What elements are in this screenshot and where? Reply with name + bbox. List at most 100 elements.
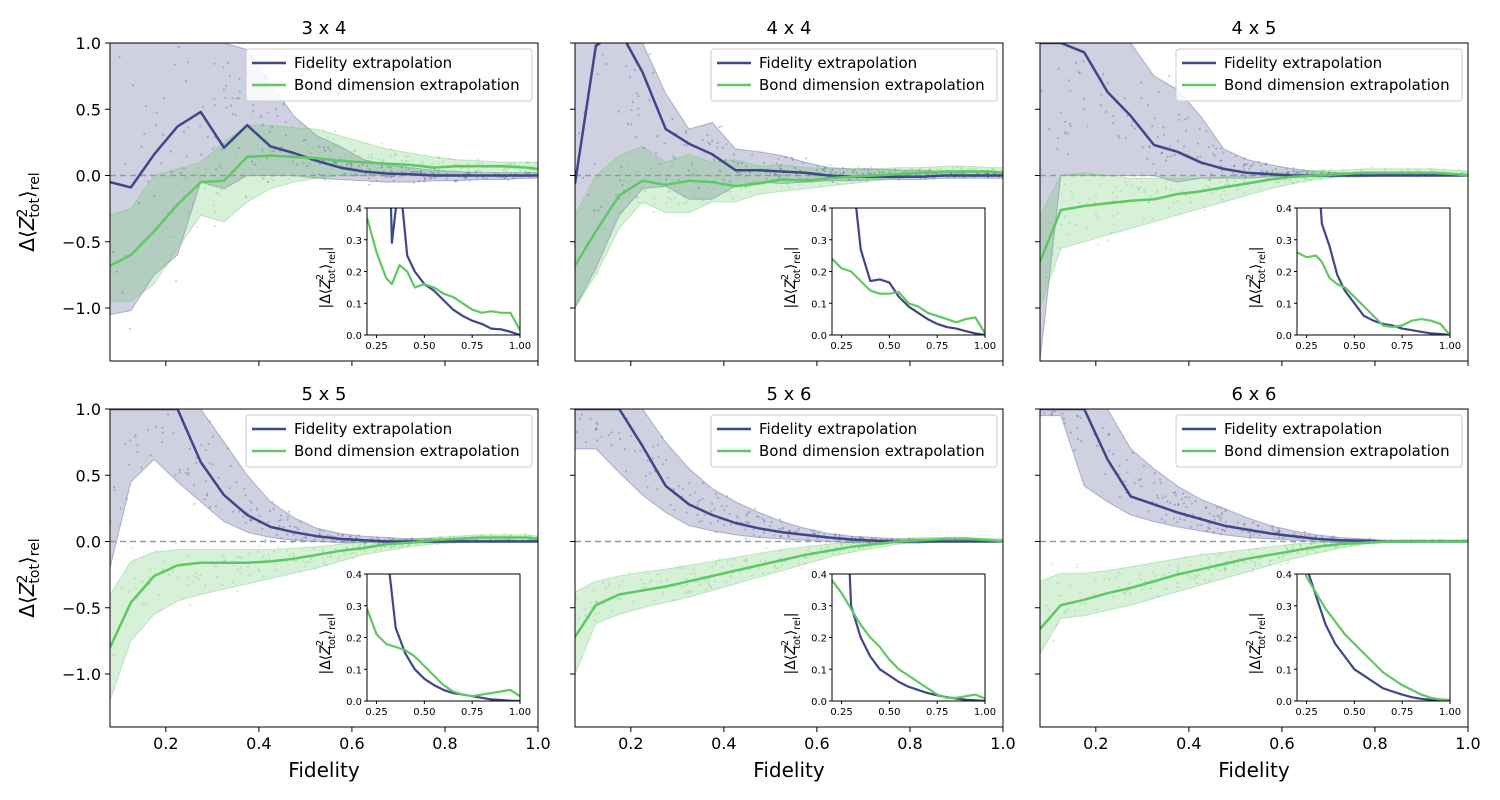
scatter-point xyxy=(915,169,918,172)
scatter-point xyxy=(912,170,915,173)
scatter-point xyxy=(162,560,165,563)
scatter-point xyxy=(1285,168,1288,171)
scatter-point xyxy=(474,162,477,165)
scatter-point xyxy=(422,162,425,165)
scatter-point xyxy=(128,327,131,330)
scatter-point xyxy=(834,534,837,537)
legend-label-bond: Bond dimension extrapolation xyxy=(294,442,520,460)
scatter-point xyxy=(1252,533,1255,536)
scatter-point xyxy=(508,538,511,541)
scatter-point xyxy=(1331,535,1335,538)
scatter-point xyxy=(124,163,127,166)
scatter-point xyxy=(882,170,885,173)
scatter-point xyxy=(953,535,957,539)
scatter-point xyxy=(1129,592,1132,595)
scatter-point xyxy=(1172,517,1175,520)
scatter-point xyxy=(897,178,900,181)
panel-5x5: 0.2 0.4 0.6 0.8 1.01.00.50.0−0.5−1.05 x 5Fid… xyxy=(15,384,551,782)
x-tick-label: 0.4 xyxy=(1176,734,1201,753)
scatter-point xyxy=(1162,134,1165,137)
scatter-point xyxy=(178,471,181,474)
scatter-point xyxy=(263,133,266,136)
scatter-point xyxy=(390,546,393,549)
y-tick-label: −0.5 xyxy=(62,233,101,252)
scatter-point xyxy=(1169,502,1172,505)
scatter-point xyxy=(716,177,719,180)
scatter-point xyxy=(1083,602,1087,605)
scatter-point xyxy=(1153,583,1156,586)
scatter-point xyxy=(1207,185,1210,189)
scatter-point xyxy=(1251,568,1255,571)
scatter-point xyxy=(1255,547,1258,550)
scatter-point xyxy=(1204,506,1208,509)
scatter-point xyxy=(290,125,293,128)
scatter-point xyxy=(1222,528,1225,532)
scatter-point xyxy=(637,201,640,204)
scatter-point xyxy=(787,534,790,537)
scatter-point xyxy=(830,171,833,174)
scatter-point xyxy=(134,577,137,580)
scatter-point xyxy=(736,162,739,165)
scatter-point xyxy=(418,180,421,183)
scatter-point xyxy=(287,510,290,513)
scatter-point xyxy=(701,497,704,500)
scatter-point xyxy=(683,202,686,205)
scatter-point xyxy=(602,227,606,230)
scatter-point xyxy=(214,145,217,148)
scatter-point xyxy=(1227,183,1230,186)
scatter-point xyxy=(1292,169,1295,172)
scatter-point xyxy=(1203,578,1206,581)
scatter-point xyxy=(201,403,203,405)
scatter-point xyxy=(708,142,711,146)
scatter-point xyxy=(1051,410,1054,413)
scatter-point xyxy=(908,169,911,172)
scatter-point xyxy=(757,515,760,518)
scatter-point xyxy=(437,168,440,171)
scatter-point xyxy=(758,566,761,570)
scatter-point xyxy=(729,523,733,526)
scatter-point xyxy=(390,169,393,173)
scatter-point xyxy=(195,226,198,229)
bond-band xyxy=(1040,539,1468,656)
scatter-point xyxy=(1371,166,1374,169)
scatter-point xyxy=(662,592,665,595)
scatter-point xyxy=(304,125,307,128)
scatter-point xyxy=(309,557,313,560)
scatter-point xyxy=(1295,177,1298,181)
scatter-point xyxy=(1177,565,1180,568)
scatter-point xyxy=(1232,165,1235,168)
scatter-point xyxy=(647,572,650,575)
scatter-point xyxy=(763,520,766,523)
scatter-point xyxy=(808,547,811,550)
scatter-point xyxy=(720,185,723,188)
scatter-point xyxy=(286,515,290,518)
scatter-point xyxy=(407,155,410,158)
scatter-point xyxy=(933,177,936,180)
scatter-point xyxy=(1060,594,1063,597)
scatter-point xyxy=(1327,170,1330,173)
scatter-point xyxy=(232,510,235,513)
scatter-point xyxy=(696,196,699,199)
inset-x-tick-label: 0.50 xyxy=(1343,341,1365,352)
scatter-point xyxy=(1165,179,1168,182)
scatter-point xyxy=(859,168,862,171)
scatter-point xyxy=(810,529,813,533)
scatter-point xyxy=(608,584,611,587)
scatter-point xyxy=(1222,151,1225,154)
scatter-point xyxy=(481,162,484,165)
axes-frame xyxy=(109,42,539,362)
scatter-point xyxy=(1051,253,1054,256)
bond-band xyxy=(575,537,1003,675)
scatter-point xyxy=(643,582,646,586)
scatter-point xyxy=(1208,527,1211,530)
scatter-point xyxy=(1137,187,1140,190)
scatter-point xyxy=(669,198,673,201)
scatter-point xyxy=(653,197,656,200)
scatter-point xyxy=(780,520,783,523)
scatter-point xyxy=(744,528,747,531)
x-tick-label: 1.0 xyxy=(525,734,550,753)
inset-y-tick-label: 0.4 xyxy=(1276,570,1292,581)
scatter-point xyxy=(267,148,270,151)
scatter-point xyxy=(391,538,394,541)
scatter-point xyxy=(1096,216,1099,219)
